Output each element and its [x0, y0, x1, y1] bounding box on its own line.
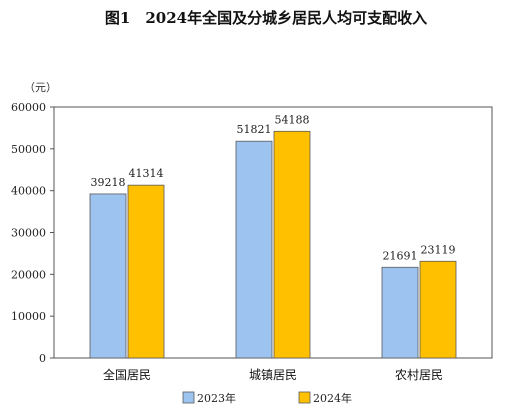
y-tick-label: 30000: [11, 227, 46, 240]
bar-data-label: 54188: [275, 113, 310, 126]
chart-title: 图1 2024年全国及分城乡居民人均可支配收入: [105, 9, 427, 27]
legend: 2023年 2024年: [182, 391, 352, 405]
bars-group: [89, 130, 457, 359]
legend-label: 2024年: [313, 391, 352, 405]
bar: [419, 260, 457, 359]
y-tick-label: 40000: [11, 185, 46, 198]
y-tick-label: 50000: [11, 143, 46, 156]
y-tick-label: 0: [39, 352, 46, 365]
legend-label: 2023年: [197, 391, 236, 405]
y-tick-label: 60000: [11, 101, 46, 114]
y-axis-ticks: 0 10000 20000 30000 40000 50000 60000: [11, 101, 54, 365]
bar: [235, 140, 273, 359]
legend-swatch: [298, 391, 311, 404]
y-tick-label: 10000: [11, 310, 46, 323]
bar-data-label: 51821: [237, 123, 272, 136]
bar: [127, 184, 165, 359]
x-tick-label: 城镇居民: [249, 368, 297, 382]
bar-data-label: 23119: [421, 243, 456, 256]
x-tick-label: 全国居民: [103, 367, 151, 382]
legend-swatch: [182, 391, 195, 404]
bar: [89, 193, 127, 359]
bar: [381, 266, 419, 359]
x-axis-ticks: 全国居民 城镇居民 农村居民: [103, 367, 443, 382]
bar: [273, 130, 311, 359]
y-tick-label: 20000: [11, 268, 46, 281]
bar-data-label: 39218: [91, 176, 126, 189]
bar-data-label: 41314: [129, 167, 164, 180]
bar-data-label: 21691: [383, 249, 418, 262]
x-tick-label: 农村居民: [395, 368, 443, 382]
y-axis-unit: （元）: [24, 81, 57, 94]
